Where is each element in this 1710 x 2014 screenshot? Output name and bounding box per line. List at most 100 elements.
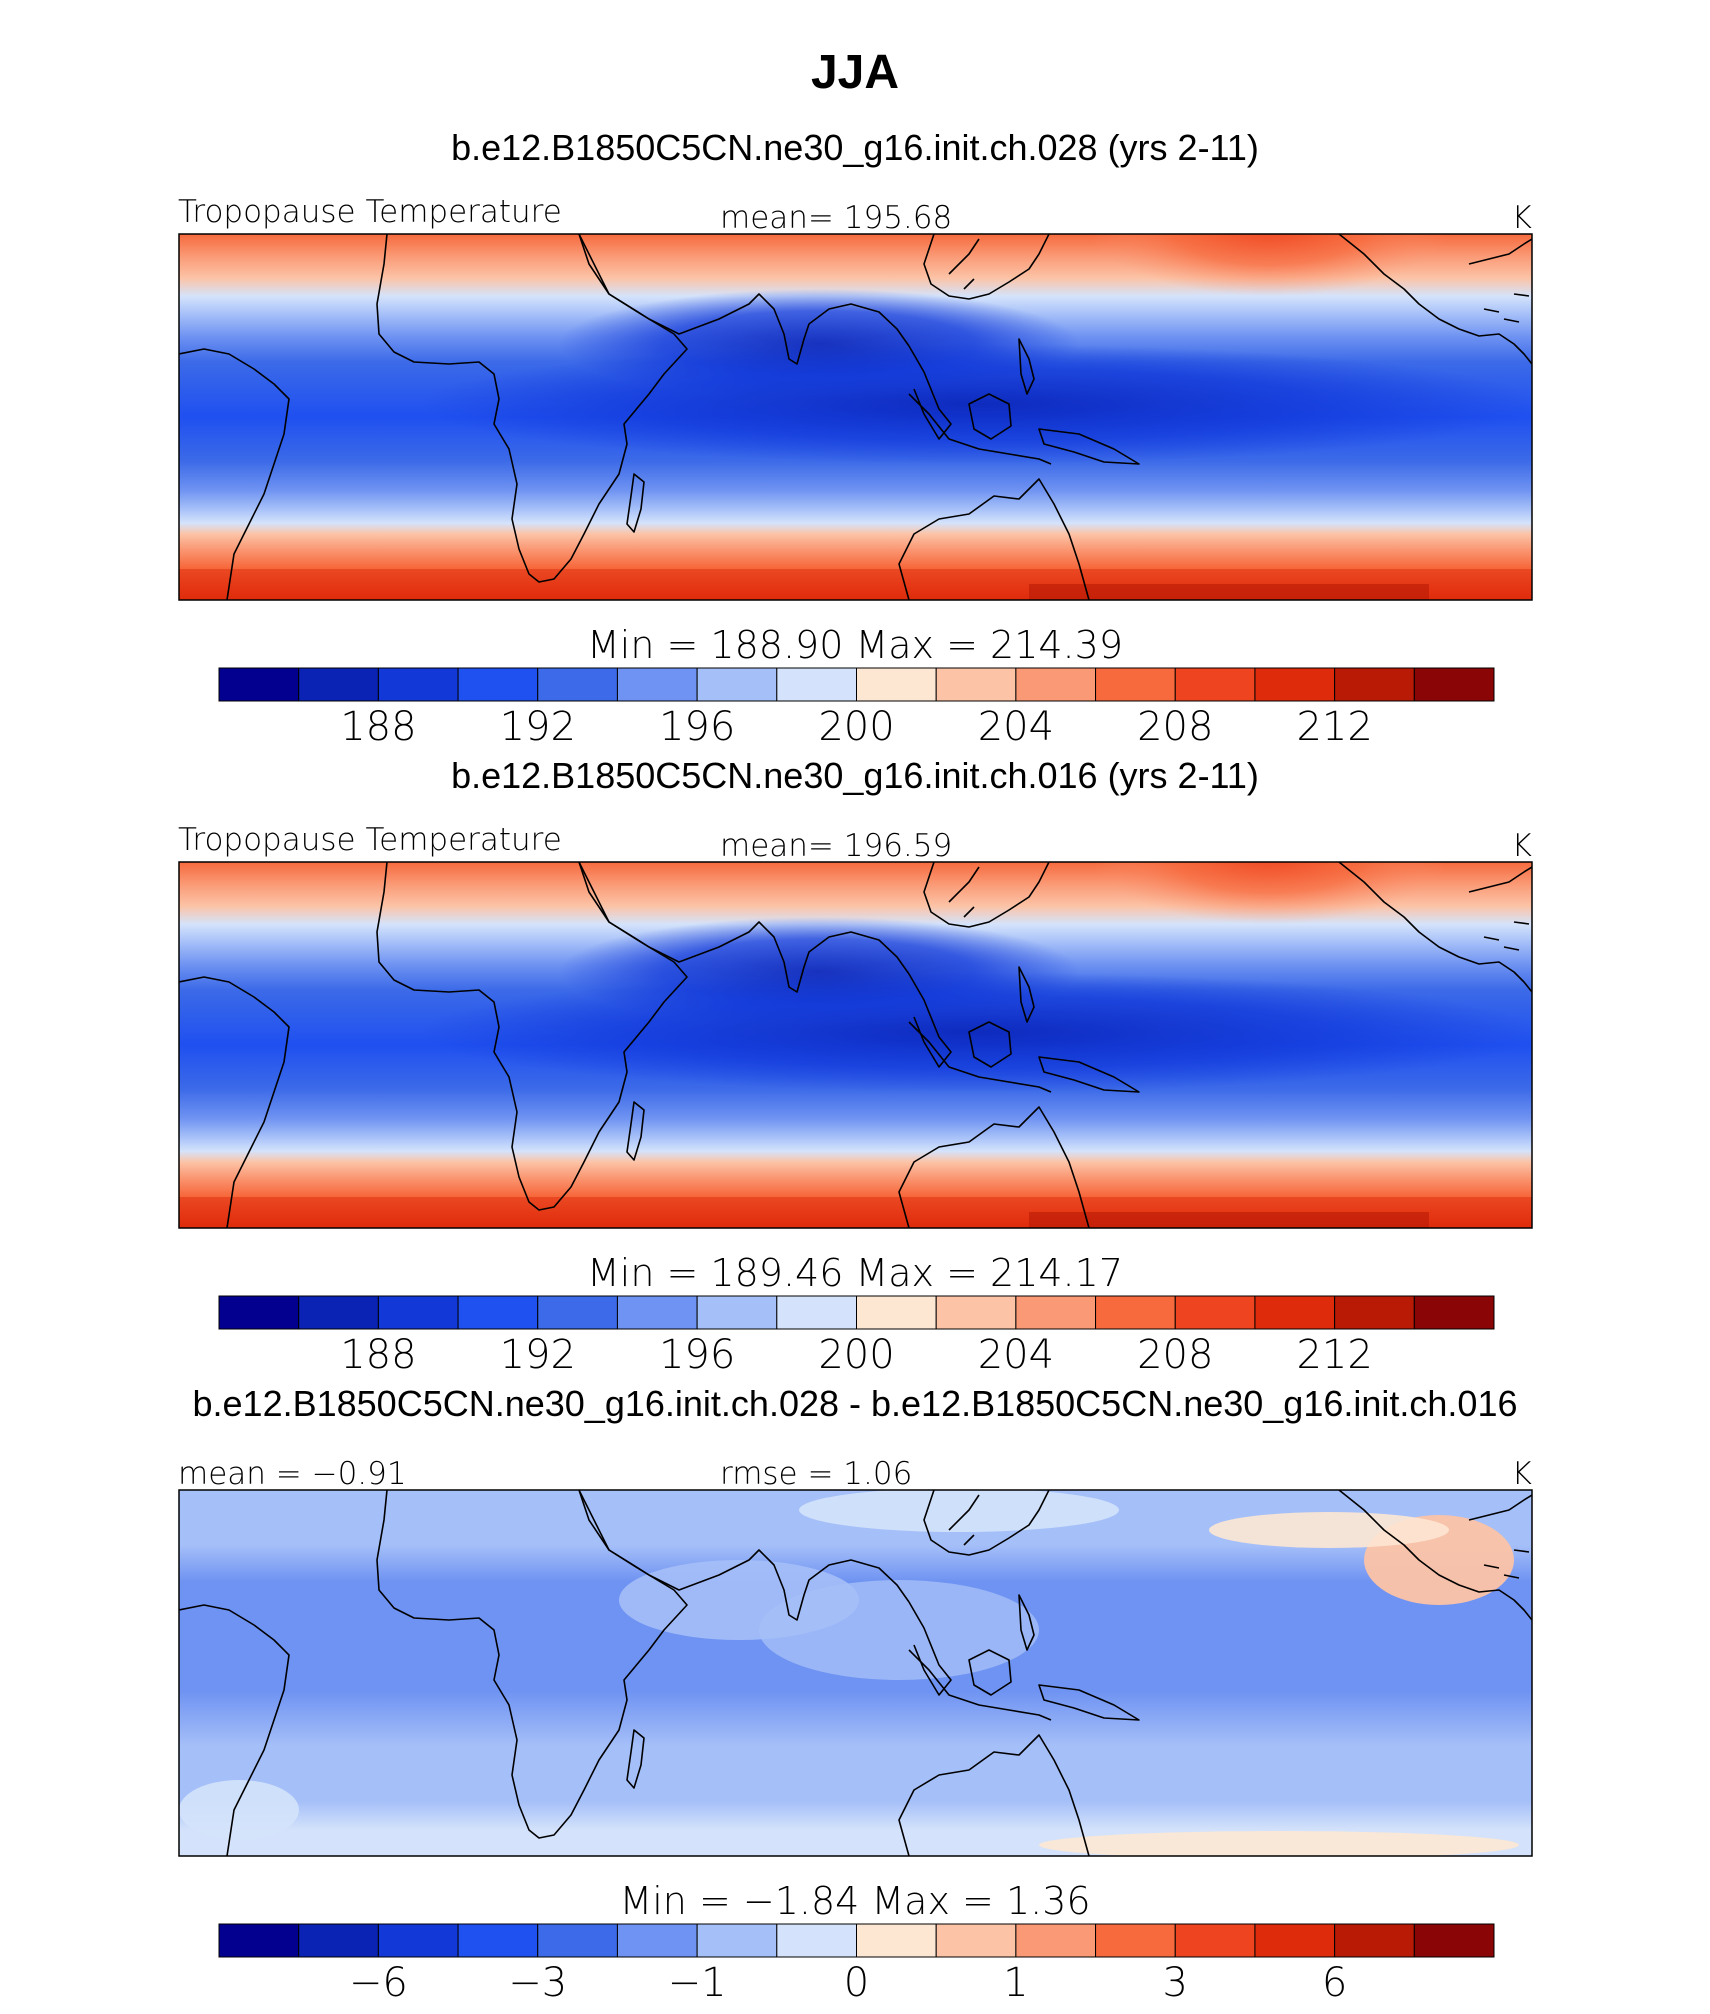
map-frame <box>178 1489 1533 1857</box>
colorbar-bin <box>1334 667 1415 702</box>
panel-left-label: mean = −0.91 <box>178 1456 407 1492</box>
colorbar-bin <box>935 1295 1017 1330</box>
colorbar-tick-label: 208 <box>1137 704 1213 750</box>
colorbar-bin <box>1095 1295 1176 1330</box>
colorbar-tick-label: 200 <box>818 1332 894 1378</box>
colorbar-bin <box>616 1295 698 1330</box>
colorbar-bin <box>1174 667 1256 702</box>
colorbar-bin <box>856 667 937 702</box>
colorbar-bin <box>1174 1923 1256 1958</box>
colorbar-bin <box>1334 1923 1415 1958</box>
colorbar-tick-label: 192 <box>500 1332 576 1378</box>
colorbar-bin <box>298 1295 379 1330</box>
panel-center-label: mean= 196.59 <box>720 828 952 864</box>
colorbar-tick-label: 192 <box>500 704 576 750</box>
minmax-label: Min = 188.90 Max = 214.39 <box>587 623 1123 667</box>
colorbar-bin <box>457 1295 539 1330</box>
map-field <box>178 861 1533 1229</box>
warm-north-pacific <box>1089 862 1449 952</box>
map-field <box>178 233 1533 601</box>
colorbar-bin <box>1254 1295 1336 1330</box>
panel-left-label: Tropopause Temperature <box>178 822 562 858</box>
colorbar-tick-label: 204 <box>978 704 1054 750</box>
colorbar-tick-label: −1 <box>668 1960 727 2006</box>
colorbar-tick-label: 196 <box>659 1332 735 1378</box>
colorbar-tick-label: 1 <box>1003 1960 1028 2006</box>
panel-units-label: K <box>1512 200 1532 236</box>
colorbar: 188 192 196 200 204 208 212 <box>218 667 1495 750</box>
colorbar-bin <box>1015 1295 1097 1330</box>
colorbar-bin <box>616 667 698 702</box>
colorbar-tick-label: 200 <box>818 704 894 750</box>
colorbar-bin <box>696 1923 778 1958</box>
panel-2: b.e12.B1850C5CN.ne30_g16.init.ch.016 (yr… <box>178 755 1533 1378</box>
panel-center-label: rmse = 1.06 <box>720 1456 912 1492</box>
colorbar-bin <box>1254 667 1336 702</box>
colorbar-tick-label: −3 <box>508 1960 567 2006</box>
colorbar-bin <box>1015 667 1097 702</box>
panel-3: b.e12.B1850C5CN.ne30_g16.init.ch.028 - b… <box>178 1383 1533 2006</box>
colorbar-bin <box>537 1295 618 1330</box>
panel-center-label: mean= 195.68 <box>720 200 952 236</box>
colorbar-bin <box>457 1923 539 1958</box>
colorbar-tick-label: 188 <box>340 704 416 750</box>
colorbar-tick-label: 212 <box>1296 1332 1372 1378</box>
colorbar-bin <box>1413 1923 1495 1958</box>
colorbar: 188 192 196 200 204 208 212 <box>218 1295 1495 1378</box>
colorbar-bin <box>1413 1295 1495 1330</box>
colorbar-bin <box>1254 1923 1336 1958</box>
colorbar-bin <box>377 1295 459 1330</box>
colorbar-bin <box>776 667 857 702</box>
colorbar-bin <box>776 1923 857 1958</box>
figure-title: JJA <box>811 46 899 99</box>
colorbar-bin <box>856 1295 937 1330</box>
colorbar-tick-label: −6 <box>349 1960 408 2006</box>
monsoon-cold-core <box>559 917 1079 1027</box>
panel-title: b.e12.B1850C5CN.ne30_g16.init.ch.016 (yr… <box>451 755 1259 796</box>
minmax-label: Min = 189.46 Max = 214.17 <box>587 1251 1123 1295</box>
colorbar-bin <box>1015 1923 1097 1958</box>
colorbar-bin <box>537 667 618 702</box>
colorbar-bin <box>218 667 300 702</box>
colorbar-bin <box>1174 1295 1256 1330</box>
panel-title: b.e12.B1850C5CN.ne30_g16.init.ch.028 (yr… <box>451 127 1259 168</box>
colorbar-bin <box>1095 1923 1176 1958</box>
colorbar-bin <box>537 1923 618 1958</box>
map-frame <box>178 233 1533 601</box>
colorbar-bin <box>1413 667 1495 702</box>
colorbar-tick-label: 208 <box>1137 1332 1213 1378</box>
colorbar-bin <box>856 1923 937 1958</box>
colorbar-bin <box>696 667 778 702</box>
minmax-label: Min = −1.84 Max = 1.36 <box>619 1879 1090 1923</box>
map-frame <box>178 861 1533 1229</box>
colorbar-bin <box>218 1295 300 1330</box>
panel-units-label: K <box>1512 1456 1532 1492</box>
colorbar-bin <box>298 1923 379 1958</box>
colorbar-bin <box>218 1923 300 1958</box>
colorbar-bin <box>776 1295 857 1330</box>
colorbar-tick-label: 3 <box>1163 1960 1188 2006</box>
colorbar-bin <box>696 1295 778 1330</box>
colorbar-bin <box>935 1923 1017 1958</box>
colorbar-bin <box>616 1923 698 1958</box>
panel-left-label: Tropopause Temperature <box>178 194 562 230</box>
colorbar-bin <box>377 667 459 702</box>
panel-1: b.e12.B1850C5CN.ne30_g16.init.ch.028 (yr… <box>178 127 1533 750</box>
colorbar-bin <box>377 1923 459 1958</box>
panel-units-label: K <box>1512 828 1532 864</box>
colorbar-tick-label: 6 <box>1322 1960 1347 2006</box>
colorbar-tick-label: 212 <box>1296 704 1372 750</box>
colorbar-bin <box>298 667 379 702</box>
warm-north-pacific <box>1089 234 1449 324</box>
colorbar-bin <box>1334 1295 1415 1330</box>
panel-title: b.e12.B1850C5CN.ne30_g16.init.ch.028 - b… <box>193 1383 1518 1424</box>
colorbar: −6 −3 −1 0 1 3 6 <box>218 1923 1495 2006</box>
colorbar-tick-label: 188 <box>340 1332 416 1378</box>
monsoon-cold-core <box>559 289 1079 399</box>
colorbar-tick-label: 0 <box>844 1960 869 2006</box>
colorbar-bin <box>935 667 1017 702</box>
colorbar-tick-label: 204 <box>978 1332 1054 1378</box>
map-field <box>178 1489 1533 1857</box>
colorbar-tick-label: 196 <box>659 704 735 750</box>
